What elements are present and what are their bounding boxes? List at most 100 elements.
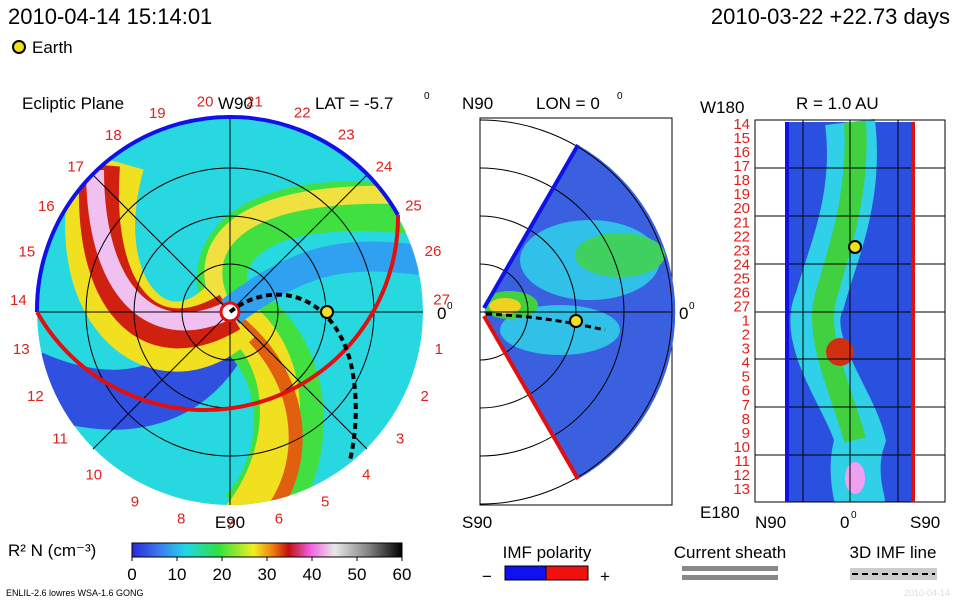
- longitude-label: 19: [149, 105, 166, 122]
- longitude-label: 7: [742, 397, 750, 414]
- longitude-label: 2: [420, 388, 428, 405]
- radial-grid: [754, 119, 946, 503]
- longitude-label: 27: [733, 299, 750, 316]
- longitude-label: 22: [294, 105, 311, 122]
- earth: [320, 305, 334, 319]
- bottom-label: S90: [462, 513, 492, 532]
- longitude-label: 20: [733, 200, 750, 217]
- footer-model: ENLIL-2.6 lowres WSA-1.6 GONG: [6, 588, 144, 598]
- radial-feature: [812, 121, 867, 443]
- colorbar-label: R² N (cm⁻³): [8, 541, 96, 560]
- longitude-label: 5: [321, 493, 329, 510]
- imf-positive: [545, 565, 589, 581]
- x-right-label: S90: [910, 513, 940, 532]
- sheath-swatch: [682, 575, 778, 580]
- boundary-red: [482, 315, 580, 480]
- longitude-label: 8: [742, 411, 750, 428]
- longitude-label: 2: [742, 327, 750, 344]
- colorbar-tick-label: 30: [258, 565, 277, 584]
- imf-minus: −: [482, 567, 492, 586]
- right-label: 0: [437, 304, 446, 323]
- longitude-label: 15: [19, 243, 36, 260]
- lon-label: LON = 0: [536, 94, 600, 113]
- longitude-label: 24: [376, 158, 393, 175]
- imf-line: [228, 292, 358, 461]
- longitude-label: 5: [742, 369, 750, 386]
- colorbar-tick-label: 0: [127, 565, 136, 584]
- grid-line: [204, 185, 401, 317]
- imf-line: [485, 312, 606, 332]
- longitude-label: 8: [177, 510, 185, 527]
- longitude-label: 3: [742, 341, 750, 358]
- longitude-label: 23: [338, 127, 355, 144]
- longitude-label: 9: [131, 493, 139, 510]
- timestamp: 2010-04-14 15:14:01: [8, 4, 212, 29]
- longitude-label: 27: [433, 291, 450, 308]
- right-label: 0: [679, 304, 688, 323]
- colorbar-tick-label: 60: [393, 565, 412, 584]
- lon-sup: 0: [617, 91, 623, 102]
- meridional-grid: [479, 119, 673, 505]
- longitude-label: 18: [733, 172, 750, 189]
- colorbar: [131, 542, 403, 558]
- longitude-label: 26: [733, 284, 750, 301]
- imf-line-title: 3D IMF line: [850, 543, 937, 562]
- panel-title: Ecliptic Plane: [22, 94, 124, 113]
- longitude-label: 21: [733, 214, 750, 231]
- longitude-labels: 1415161718192021222324252627123456789101…: [733, 116, 750, 498]
- longitude-label: 1: [435, 341, 443, 358]
- boundary-red: [35, 214, 401, 412]
- longitude-label: 18: [105, 127, 122, 144]
- top-left-label: W180: [700, 98, 744, 117]
- right-sup: 0: [689, 301, 695, 312]
- longitude-label: 23: [733, 242, 750, 259]
- longitude-label: 22: [733, 228, 750, 245]
- longitude-label: 17: [67, 159, 84, 176]
- colorbar-tick-label: 40: [303, 565, 322, 584]
- lat-label: LAT = -5.7: [315, 94, 393, 113]
- longitude-label: 3: [396, 431, 404, 448]
- longitude-label: 15: [733, 130, 750, 147]
- longitude-label: 10: [733, 439, 750, 456]
- longitude-label: 4: [362, 466, 370, 483]
- longitude-label: 7: [226, 516, 234, 533]
- sheath-title: Current sheath: [674, 543, 786, 562]
- colorbar-ticks: 0 10 20 30 40 50 60: [127, 557, 411, 584]
- longitude-label: 13: [733, 481, 750, 498]
- colorbar-tick-label: 10: [168, 565, 187, 584]
- longitude-label: 4: [742, 355, 750, 372]
- panel-title: R = 1.0 AU: [796, 94, 879, 113]
- longitude-label: 11: [52, 431, 68, 448]
- top-label: W90: [218, 94, 253, 113]
- longitude-label: 16: [733, 144, 750, 161]
- longitude-label: 20: [197, 93, 214, 110]
- longitude-label: 19: [733, 186, 750, 203]
- longitude-label: 25: [405, 198, 422, 215]
- grid-line: [575, 233, 665, 277]
- longitude-label: 13: [13, 341, 30, 358]
- x-mid-label: 0: [840, 513, 849, 532]
- longitude-label: 24: [733, 256, 750, 273]
- longitude-label: 21: [246, 93, 263, 110]
- grid-line: [86, 169, 229, 331]
- earth-legend: Earth: [32, 38, 73, 57]
- longitude-label: 16: [38, 198, 55, 215]
- radial-feature: [845, 462, 865, 494]
- longitude-label: 12: [733, 467, 750, 484]
- top-label: N90: [462, 94, 493, 113]
- imf-plus: +: [600, 567, 610, 586]
- x-mid-sup: 0: [851, 510, 857, 521]
- imf-negative: [504, 565, 547, 581]
- x-left-label: N90: [755, 513, 786, 532]
- colorbar-tick-label: 50: [348, 565, 367, 584]
- right-sup: 0: [447, 301, 453, 312]
- sheath-swatch: [682, 566, 778, 571]
- longitude-label: 17: [733, 158, 750, 175]
- longitude-label: 14: [733, 116, 750, 133]
- longitude-label: 25: [733, 270, 750, 287]
- earth: [848, 240, 862, 254]
- earth-icon: [12, 40, 26, 54]
- boundary-blue: [34, 115, 400, 313]
